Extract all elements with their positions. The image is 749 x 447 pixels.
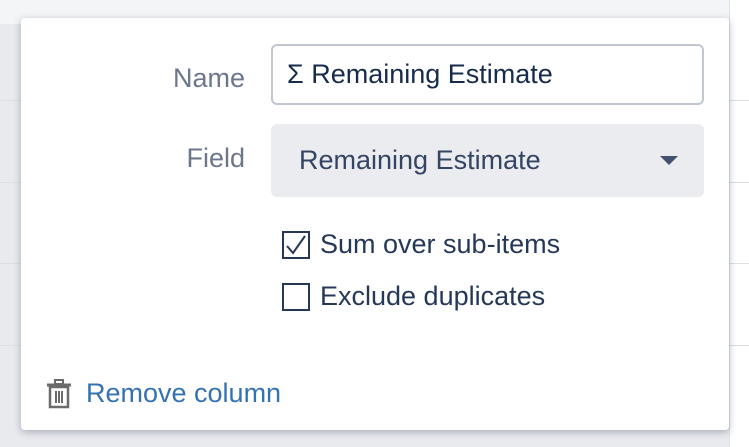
column-settings-popup: Name Σ Remaining Estimate Field Remainin… (21, 18, 729, 430)
checkbox-label: Sum over sub-items (320, 229, 561, 259)
sum-over-subitems-checkbox[interactable]: Sum over sub-items (282, 229, 560, 260)
name-input[interactable]: Σ Remaining Estimate (271, 44, 704, 105)
field-label: Field (186, 143, 245, 173)
trash-icon (47, 378, 71, 408)
checkbox-unchecked[interactable] (282, 282, 310, 311)
background-column (729, 0, 749, 447)
check-icon (286, 234, 306, 255)
exclude-duplicates-checkbox[interactable]: Exclude duplicates (282, 281, 545, 312)
remove-column-label: Remove column (86, 378, 282, 408)
field-select[interactable]: Remaining Estimate (271, 124, 704, 197)
checkbox-checked[interactable] (282, 230, 310, 259)
checkbox-label: Exclude duplicates (320, 281, 546, 311)
name-label: Name (172, 63, 245, 93)
chevron-down-icon (660, 156, 678, 165)
field-select-value: Remaining Estimate (299, 145, 541, 175)
remove-column-button[interactable]: Remove column (46, 378, 281, 409)
